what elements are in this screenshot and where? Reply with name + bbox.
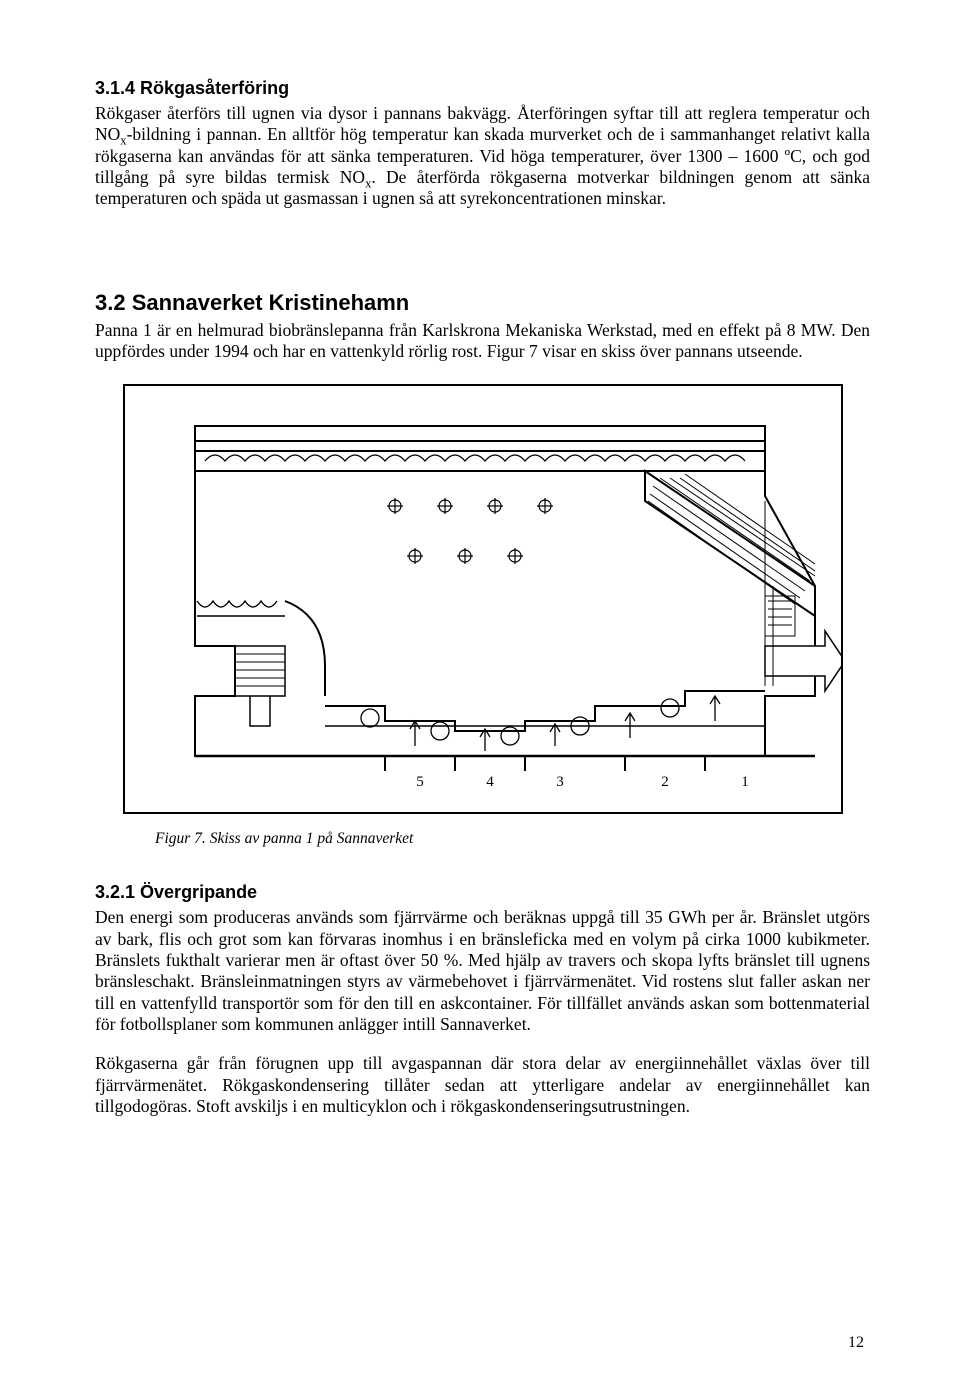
paragraph-32: Panna 1 är en helmurad biobränslepanna f… bbox=[95, 320, 870, 363]
grate-section-label-2: 2 bbox=[661, 774, 669, 790]
grate-section-label-3: 3 bbox=[556, 774, 564, 790]
grate-section-label-4: 4 bbox=[486, 774, 494, 790]
paragraph-321-1: Den energi som produceras används som fj… bbox=[95, 907, 870, 1035]
heading-32: 3.2 Sannaverket Kristinehamn bbox=[95, 290, 870, 316]
figure-7-diagram: 1 2 3 4 5 bbox=[123, 384, 843, 814]
figure-7-caption: Figur 7. Skiss av panna 1 på Sannaverket bbox=[155, 830, 870, 848]
grate-section-label-1: 1 bbox=[741, 774, 749, 790]
heading-321: 3.2.1 Övergripande bbox=[95, 882, 870, 903]
grate-section-label-5: 5 bbox=[416, 774, 424, 790]
paragraph-321-2: Rökgaserna går från förugnen upp till av… bbox=[95, 1053, 870, 1117]
page-number: 12 bbox=[848, 1334, 864, 1352]
paragraph-314: Rökgaser återförs till ugnen via dysor i… bbox=[95, 103, 870, 210]
figure-caption-text: Skiss av panna 1 på Sannaverket bbox=[206, 830, 414, 847]
heading-314: 3.1.4 Rökgasåterföring bbox=[95, 78, 870, 99]
figure-label: Figur 7. bbox=[155, 830, 206, 847]
boiler-schematic-svg: 1 2 3 4 5 bbox=[125, 386, 843, 814]
